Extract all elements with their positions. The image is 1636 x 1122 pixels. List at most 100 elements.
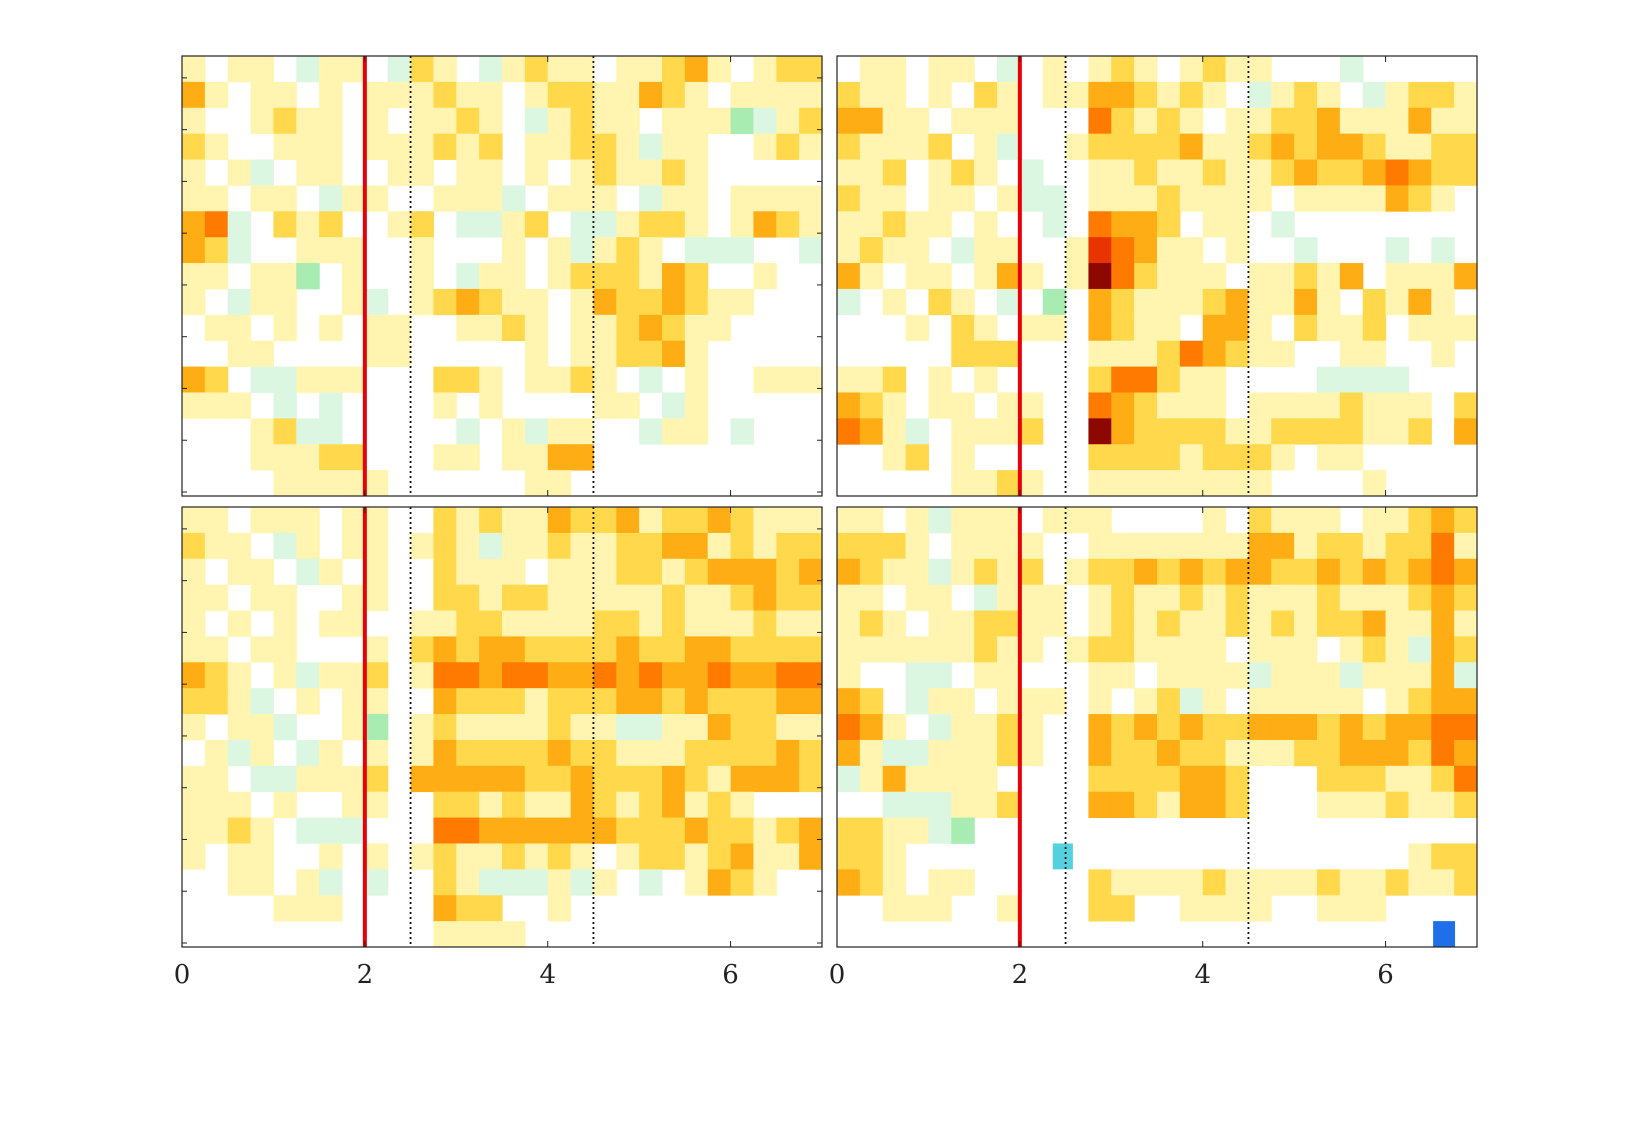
heatmap-cell	[730, 636, 755, 663]
heatmap-cell	[1088, 470, 1112, 497]
heatmap-cell	[524, 56, 549, 83]
heatmap-cell	[1157, 288, 1181, 316]
heatmap-cell	[997, 791, 1021, 818]
heatmap-cell	[1317, 185, 1341, 212]
heatmap-cell	[524, 507, 549, 534]
heatmap-cell	[273, 470, 297, 497]
heatmap-cell	[1408, 662, 1432, 689]
heatmap-cell	[1134, 869, 1158, 896]
heatmap-cell	[1179, 470, 1204, 497]
heatmap-cell	[753, 211, 777, 238]
heatmap-cell	[547, 263, 572, 290]
heatmap-cell	[1408, 288, 1432, 316]
heatmap-cell	[273, 532, 297, 560]
heatmap-cell	[859, 869, 884, 896]
heatmap-cell	[524, 532, 549, 560]
heatmap-cell	[1385, 765, 1410, 793]
heatmap-cell	[1225, 584, 1250, 611]
heatmap-cell	[1362, 895, 1387, 922]
heatmap-cell	[1454, 133, 1478, 160]
heatmap-cell	[1111, 56, 1135, 83]
heatmap-cell	[524, 470, 549, 497]
heatmap-cell	[616, 584, 640, 611]
heatmap-cell	[1271, 159, 1295, 186]
heatmap-cell	[1088, 107, 1112, 135]
heatmap-cell	[547, 444, 572, 471]
heatmap-cell	[250, 444, 275, 471]
heatmap-cell	[859, 185, 884, 212]
heatmap-cell	[1157, 470, 1181, 497]
heatmap-cell	[1225, 185, 1250, 212]
heatmap-cell	[1111, 765, 1135, 793]
heatmap-cell	[479, 288, 503, 316]
heatmap-cell	[433, 558, 457, 586]
heatmap-cell	[799, 765, 823, 793]
heatmap-cell	[1385, 584, 1410, 611]
heatmap-cell	[753, 869, 777, 896]
heatmap-cell	[1248, 314, 1272, 342]
heatmap-cell	[707, 507, 732, 534]
heatmap-cell	[1431, 791, 1455, 818]
heatmap-cell	[1065, 237, 1090, 264]
heatmap-cell	[928, 714, 952, 741]
heatmap-cell	[662, 817, 686, 844]
heatmap-cell	[319, 56, 343, 83]
heatmap-cell	[639, 211, 663, 238]
heatmap-cell	[1134, 470, 1158, 497]
heatmap-cell	[524, 688, 549, 715]
heatmap-cell	[1339, 584, 1364, 611]
heatmap-cell	[1408, 81, 1432, 109]
heatmap-cell	[859, 688, 884, 715]
heatmap-cell	[227, 340, 252, 367]
heatmap-cell	[1111, 366, 1135, 393]
heatmap-cell	[524, 107, 549, 135]
heatmap-cell	[250, 288, 275, 316]
heatmap-cell	[296, 532, 320, 560]
heatmap-cell	[1111, 584, 1135, 611]
heatmap-cell	[524, 636, 549, 663]
heatmap-cell	[433, 56, 457, 83]
heatmap-cell	[524, 288, 549, 316]
heatmap-cell	[1408, 584, 1432, 611]
heatmap-cell	[1157, 159, 1181, 186]
heatmap-cell	[479, 636, 503, 663]
heatmap-cell	[882, 107, 907, 135]
heatmap-cell	[1202, 470, 1227, 497]
heatmap-cell	[951, 765, 975, 793]
heatmap-cell	[547, 662, 572, 689]
heatmap-cell	[1042, 314, 1067, 342]
heatmap-cell	[730, 791, 755, 818]
heatmap-cell	[859, 765, 884, 793]
heatmap-cell	[593, 340, 617, 367]
heatmap-cell	[250, 817, 275, 844]
heatmap-cell	[776, 817, 800, 844]
heatmap-cell	[410, 843, 435, 870]
heatmap-cell	[1385, 662, 1410, 689]
heatmap-cell	[1248, 507, 1272, 534]
heatmap-cell	[753, 366, 777, 393]
heatmap-cell	[296, 159, 320, 186]
heatmap-cell	[502, 263, 526, 290]
heatmap-cell	[882, 714, 907, 741]
heatmap-cell	[859, 843, 884, 870]
heatmap-cell	[204, 662, 229, 689]
heatmap-cell	[502, 532, 526, 560]
heatmap-cell	[1202, 532, 1227, 560]
heatmap-cell	[570, 662, 595, 689]
heatmap-cell	[1088, 739, 1112, 767]
heatmap-cell	[547, 507, 572, 534]
heatmap-cell	[1362, 636, 1387, 663]
heatmap-cell	[1248, 81, 1272, 109]
heatmap-cell	[433, 107, 457, 135]
heatmap-cell	[1294, 688, 1318, 715]
heatmap-cell	[296, 107, 320, 135]
heatmap-cell	[837, 765, 861, 793]
heatmap-cell	[837, 869, 861, 896]
heatmap-cell	[1431, 688, 1455, 715]
heatmap-cell	[1431, 159, 1455, 186]
heatmap-cell	[859, 817, 884, 844]
heatmap-cell	[684, 237, 709, 264]
heatmap-cell	[502, 843, 526, 870]
heatmap-cell	[639, 739, 663, 767]
heatmap-cell	[1134, 237, 1158, 264]
